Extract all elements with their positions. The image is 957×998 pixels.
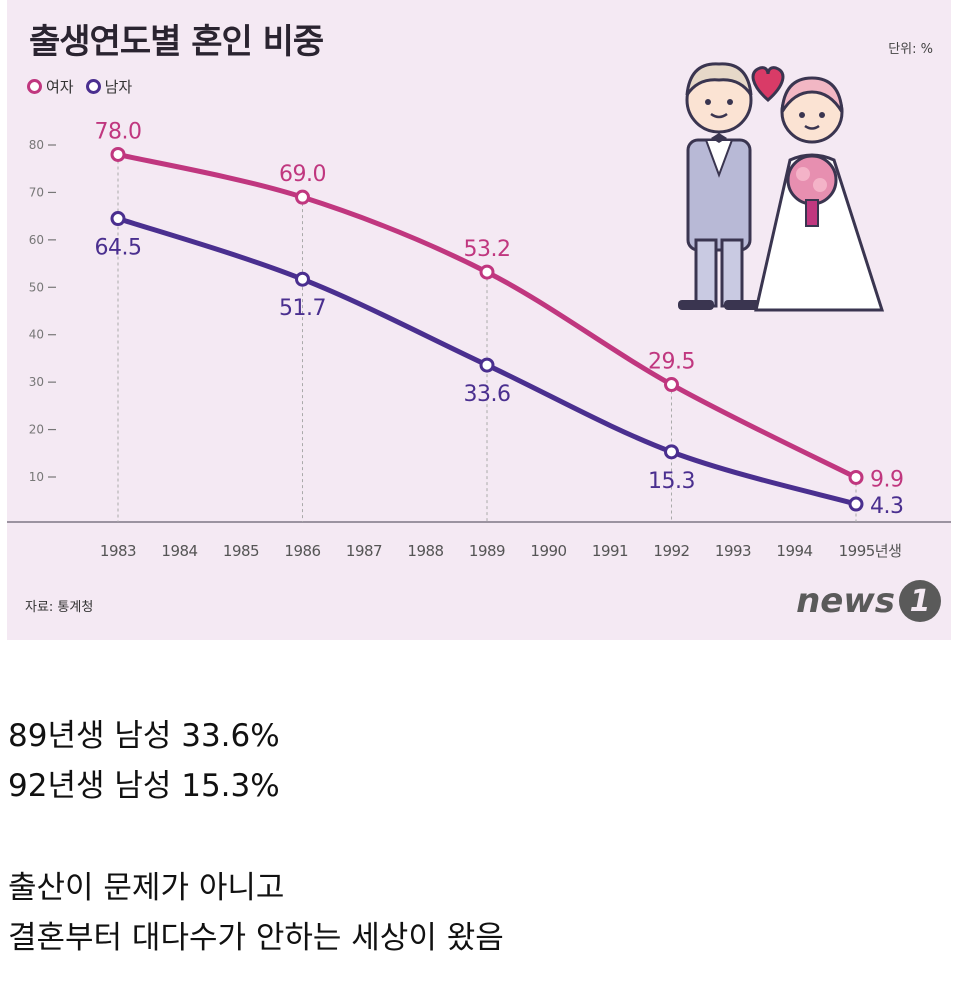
y-tick-label: 40	[29, 328, 44, 342]
x-tick-label: 1992	[653, 542, 689, 560]
x-tick-label: 1994	[776, 542, 812, 560]
data-point-female	[110, 146, 126, 162]
data-label-female: 9.9	[870, 467, 904, 492]
data-point-female	[479, 264, 495, 280]
legend-label-male: 남자	[104, 78, 133, 96]
legend-marker-male	[85, 79, 101, 94]
groom-figure	[678, 62, 760, 310]
heart-icon	[751, 66, 785, 102]
legend-item-male: 남자	[85, 76, 133, 97]
x-tick-label: 1991	[592, 542, 628, 560]
data-label-female: 78.0	[95, 119, 142, 144]
x-tick-label: 1986	[284, 542, 320, 560]
data-label-male: 4.3	[870, 494, 904, 519]
x-tick-label: 1990	[530, 542, 566, 560]
logo-wordmark: news	[796, 581, 895, 621]
x-tick-label: 1987	[346, 542, 382, 560]
data-point-male	[664, 444, 679, 460]
legend-item-female: 여자	[27, 76, 74, 97]
y-tick-label: 30	[29, 375, 44, 389]
bride-figure	[754, 76, 885, 312]
y-tick-label: 60	[29, 233, 44, 247]
logo-mark: 1	[899, 580, 941, 622]
data-label-male: 51.7	[279, 296, 326, 321]
data-point-female	[295, 189, 310, 205]
wedding-couple-illustration	[678, 62, 885, 312]
data-point-female	[848, 469, 864, 485]
y-tick-label: 10	[29, 470, 44, 484]
line-chart: 10 20 30 40 50 60 70 80 1983 1984 1985 1986 1987 1988…	[7, 62, 951, 560]
x-tick-label: 1985	[223, 542, 259, 560]
x-tick-label: 1993	[715, 542, 751, 560]
data-label-female: 29.5	[648, 350, 695, 375]
source-label: 자료: 통계청	[25, 600, 94, 615]
x-tick-label: 1983	[100, 542, 136, 560]
data-label-female: 53.2	[464, 237, 511, 262]
legend-label-female: 여자	[46, 78, 74, 96]
data-point-male	[479, 357, 495, 373]
caption-line-4: 결혼부터 대다수가 안하는 세상이 왔음	[8, 920, 504, 956]
caption-line-1: 89년생 남성 33.6%	[8, 718, 280, 754]
chart-axes: 10 20 30 40 50 60 70 80 1983 1984 1985 1986 1987 1988…	[7, 138, 951, 560]
legend-marker-female	[27, 79, 42, 94]
y-tick-label: 70	[29, 185, 44, 199]
x-tick-label: 1984	[161, 542, 197, 560]
caption-line-3: 출산이 문제가 아니고	[8, 870, 285, 906]
data-point-female	[664, 377, 679, 393]
data-point-male	[848, 496, 864, 512]
y-tick-label: 80	[29, 138, 44, 152]
data-label-male: 33.6	[464, 382, 511, 407]
y-tick-label: 20	[29, 423, 44, 437]
chart-legend: 여자 남자	[27, 76, 132, 97]
caption-line-2: 92년생 남성 15.3%	[8, 768, 280, 804]
x-tick-label: 1995년생	[839, 542, 902, 560]
y-tick-label: 50	[29, 280, 44, 294]
data-point-male	[295, 271, 310, 287]
unit-label: 단위: %	[888, 42, 933, 57]
data-label-female: 69.0	[279, 162, 326, 187]
series-points	[110, 146, 864, 512]
data-point-male	[110, 211, 126, 227]
chart-title: 출생연도별 혼인 비중	[29, 22, 324, 62]
x-tick-label: 1989	[469, 542, 505, 560]
data-label-male: 15.3	[648, 469, 695, 494]
data-labels: 78.0 69.0 53.2 29.5 9.9 64.5 51.7 33.6 15.3 4.3	[95, 119, 904, 519]
x-tick-label: 1988	[407, 542, 443, 560]
data-label-male: 64.5	[95, 236, 142, 261]
news1-logo: news 1	[796, 580, 941, 622]
